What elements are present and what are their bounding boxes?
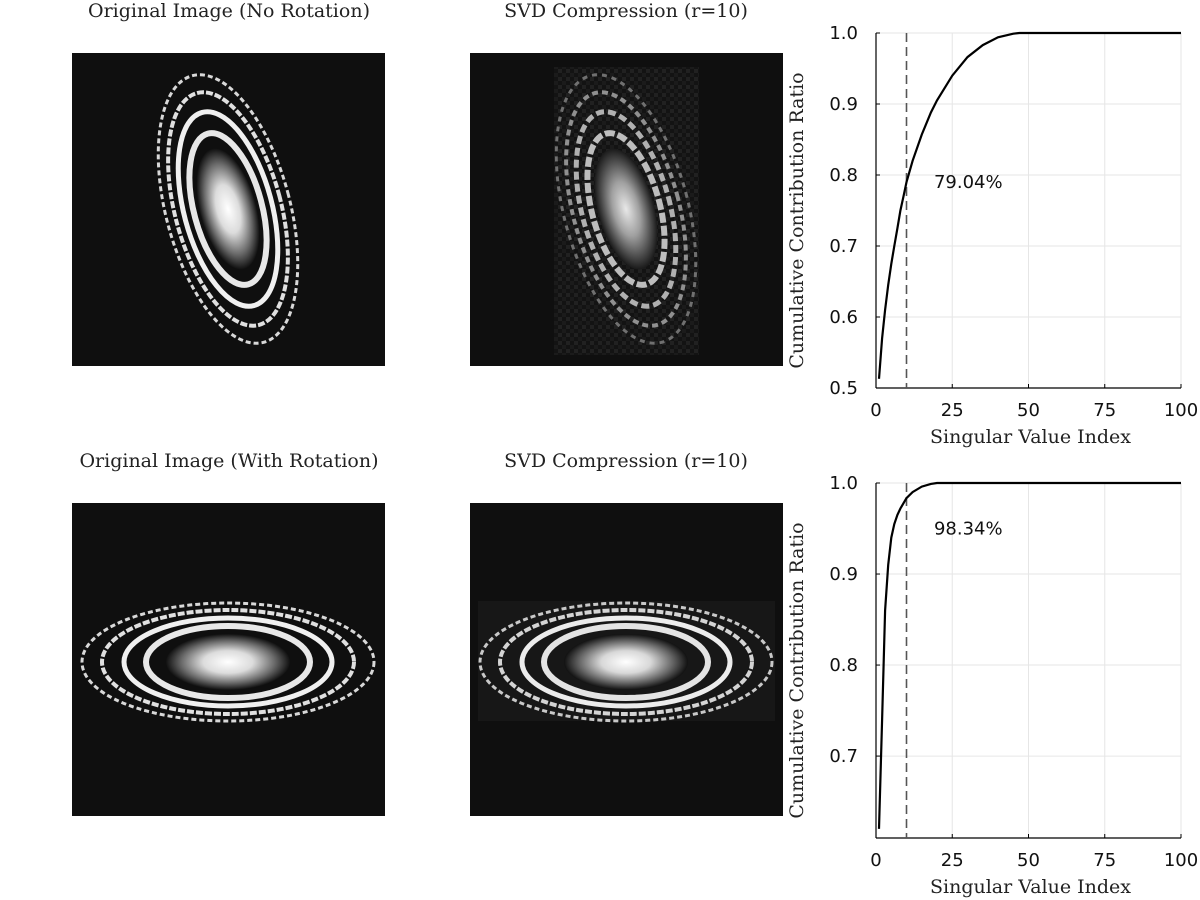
- x-tick-label-0: 0: [870, 400, 881, 421]
- original-title-no-rotation: Original Image (No Rotation): [88, 0, 370, 22]
- y-tick-label-1: 0.8: [829, 655, 858, 676]
- x-tick-label-3: 75: [1093, 850, 1116, 871]
- x-tick-label-4: 100: [1164, 400, 1198, 421]
- compressed-title-with-rotation: SVD Compression (r=10): [504, 450, 748, 472]
- contribution-annotation: 79.04%: [934, 172, 1003, 193]
- cumulative-chart-no-rotation: 0 25 50 75 100 0.5 0.6 0.7 0.8 0.9 1.0 Singular Val…: [786, 23, 1198, 448]
- y-tick-label-5: 1.0: [829, 23, 858, 44]
- original-image-no-rotation: [72, 53, 385, 366]
- x-tick-label-1: 25: [941, 850, 964, 871]
- x-tick-label-0: 0: [870, 850, 881, 871]
- x-axis-label: Singular Value Index: [930, 426, 1131, 448]
- y-tick-label-1: 0.6: [829, 307, 858, 328]
- x-tick-label-2: 50: [1017, 850, 1040, 871]
- x-tick-label-2: 50: [1017, 400, 1040, 421]
- x-tick-label-3: 75: [1093, 400, 1116, 421]
- original-title-with-rotation: Original Image (With Rotation): [79, 450, 379, 472]
- original-image-with-rotation: [72, 503, 385, 816]
- y-tick-label-3: 0.8: [829, 165, 858, 186]
- x-axis-label: Singular Value Index: [930, 876, 1131, 898]
- y-axis-label: Cumulative Contribution Ratio: [786, 72, 808, 368]
- cumulative-chart-with-rotation: 0 25 50 75 100 0.7 0.8 0.9 1.0 Singular Value Ind…: [786, 473, 1198, 898]
- x-tick-label-1: 25: [941, 400, 964, 421]
- y-axis-label: Cumulative Contribution Ratio: [786, 522, 808, 818]
- cumulative-curve: [877, 481, 1181, 829]
- y-tick-label-4: 0.9: [829, 94, 858, 115]
- compressed-image-no-rotation: [470, 53, 783, 366]
- y-tick-label-3: 1.0: [829, 473, 858, 494]
- y-tick-label-2: 0.7: [829, 236, 858, 257]
- compressed-image-with-rotation: [470, 503, 783, 816]
- contribution-annotation: 98.34%: [934, 519, 1003, 540]
- y-tick-label-0: 0.5: [829, 378, 858, 399]
- cumulative-curve: [877, 31, 1181, 379]
- y-tick-label-0: 0.7: [829, 746, 858, 767]
- x-tick-label-4: 100: [1164, 850, 1198, 871]
- compressed-title-no-rotation: SVD Compression (r=10): [504, 0, 748, 22]
- y-tick-label-2: 0.9: [829, 564, 858, 585]
